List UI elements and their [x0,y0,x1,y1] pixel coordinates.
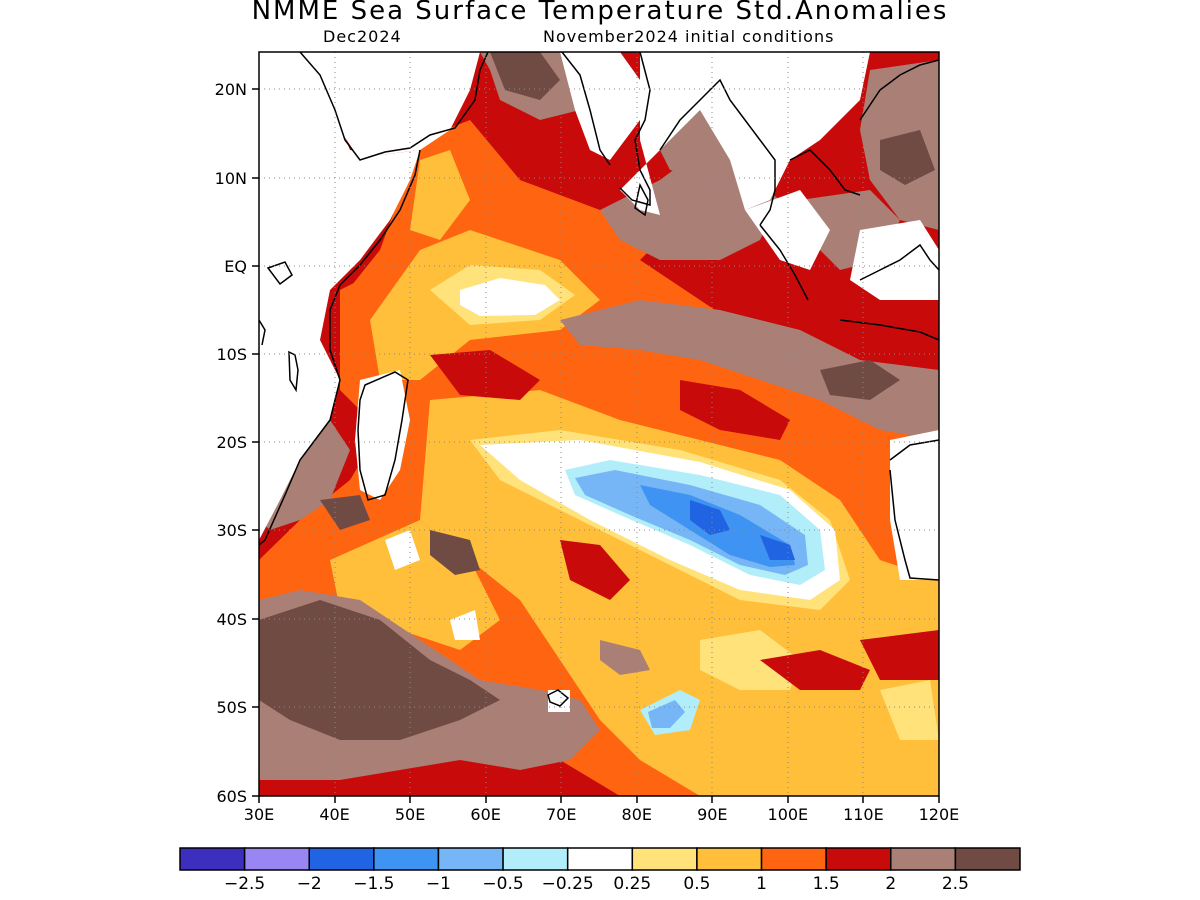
colorbar-swatch [631,847,698,871]
latitude-labels: 20N 10N EQ 10S 20S 30S 40S 50S 60S [215,80,247,806]
map-title: NMME Sea Surface Temperature Std.Anomali… [251,0,949,26]
lon-label: 120E [919,805,960,824]
colorbar-label: 2 [885,874,896,894]
colorbar-swatch [373,847,440,871]
lon-label: 40E [319,805,349,824]
colorbar-swatch [825,847,892,871]
colorbar-swatch [502,847,569,871]
lon-label: 110E [843,805,884,824]
longitude-labels: 30E 40E 50E 60E 70E 80E 90E 100E 110E 120E [244,805,960,824]
coastlines [259,52,939,707]
lon-label: 80E [622,805,652,824]
colorbar-label: −2.5 [224,874,265,894]
lat-label: 30S [216,521,247,540]
lat-label: 50S [216,698,247,717]
lon-label: 30E [244,805,274,824]
lat-label: 40S [216,610,247,629]
colorbar-label: 1 [756,874,767,894]
lat-label: 10N [215,169,247,188]
lat-label: 20N [215,80,247,99]
colorbar-swatch [954,847,1021,871]
colorbar-swatch [890,847,957,871]
colorbar-label: −1 [426,874,451,894]
lon-label: 100E [768,805,809,824]
map-frame [258,51,940,797]
colorbar-swatch [437,847,504,871]
valid-month: Dec2024 [323,27,402,46]
lon-label: 90E [697,805,727,824]
colorbar-label: −1.5 [353,874,394,894]
colorbar-swatch [566,847,634,871]
colorbar-label: 1.5 [813,874,840,894]
lat-label: 20S [216,433,247,452]
anomaly-field [259,52,939,796]
colorbar-label: 2.5 [942,874,969,894]
colorbar-swatch [243,847,310,871]
gridlines [259,52,939,796]
lon-label: 50E [395,805,425,824]
colorbar-swatch [308,847,375,871]
colorbar-label: −2 [297,874,322,894]
colorbar-label: −0.5 [482,874,523,894]
lat-label: 60S [216,787,247,806]
colorbar-label: −0.25 [542,874,594,894]
lon-label: 70E [546,805,576,824]
colorbar-label: 0.5 [683,874,710,894]
colorbar-label: 0.25 [613,874,651,894]
lat-label: EQ [224,257,247,276]
lat-label: 10S [216,345,247,364]
axis-ticks [252,88,940,803]
colorbar-swatch [179,847,246,871]
lon-label: 60E [470,805,500,824]
init-conditions: November2024 initial conditions [543,27,835,46]
colorbar-swatch [760,847,827,871]
colorbar: −2.5 −2 −1.5 −1 −0.5 −0.25 0.25 0.5 1 1.5 2 2.5 [179,847,1021,894]
colorbar-swatch [696,847,763,871]
